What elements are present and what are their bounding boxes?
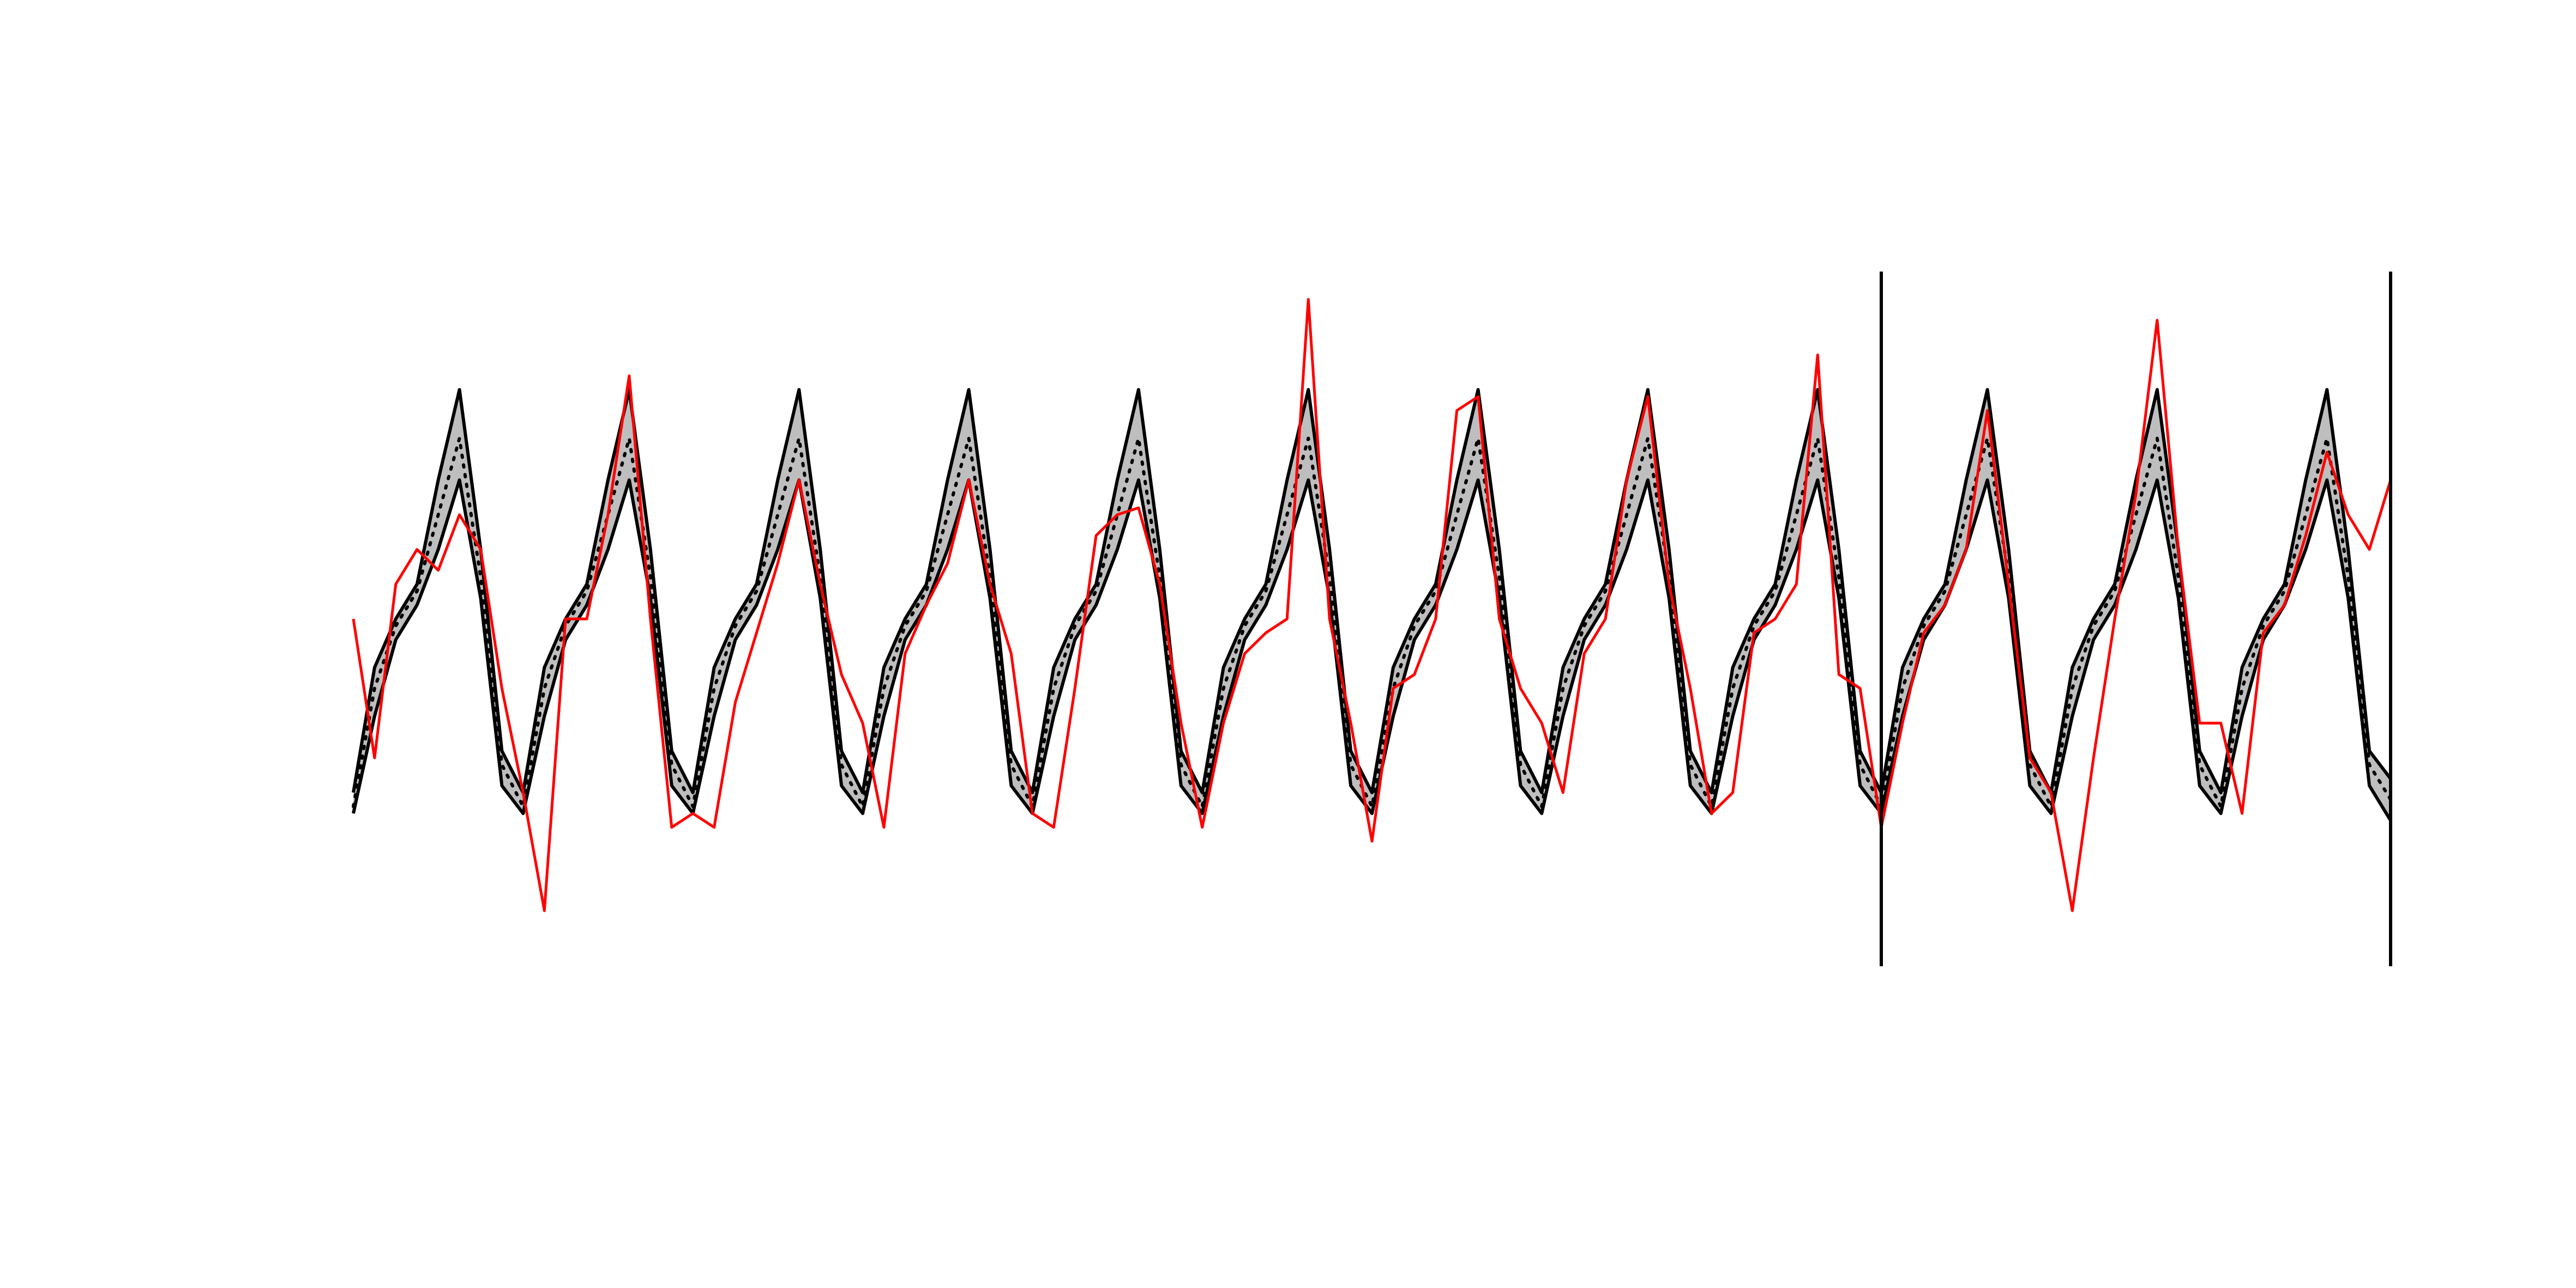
interval-band (353, 389, 2391, 821)
series-line (352, 298, 2392, 912)
series-line (352, 388, 2392, 795)
series-line (352, 436, 2392, 808)
